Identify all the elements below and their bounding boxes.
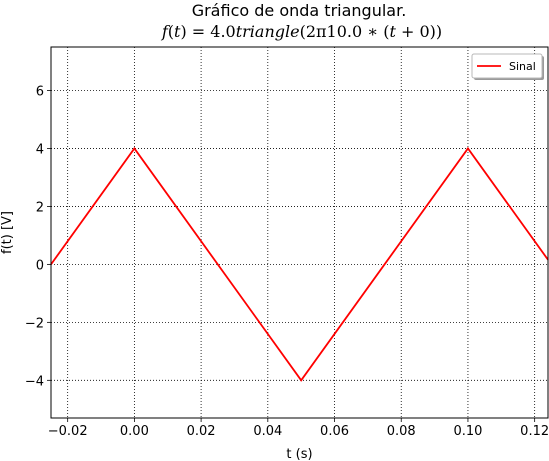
y-tick-label: −4 (25, 374, 44, 389)
subtitle-equals: = 4.0 (191, 22, 236, 41)
grid (51, 47, 548, 418)
y-tick-label: 6 (36, 84, 44, 99)
legend-label: Sinal (509, 60, 536, 73)
y-tick-label: 4 (36, 142, 44, 157)
plot-frame (50, 46, 549, 419)
x-axis-label: t (s) (286, 447, 312, 461)
x-tick-label: 0.12 (520, 424, 549, 439)
subtitle-arg-var: t (389, 22, 396, 41)
x-tick-label: −0.02 (48, 424, 88, 439)
legend-box (471, 53, 543, 79)
chart-title: Gráfico de onda triangular. (191, 1, 407, 20)
x-tick-label: 0.04 (253, 424, 282, 439)
chart-subtitle: f(t) = 4.0triangle(2π10.0 ∗ (t + 0)) (161, 22, 443, 41)
subtitle-arg: (2π10.0 ∗ ( (299, 22, 390, 41)
x-tick-label: 0.02 (187, 424, 216, 439)
y-axis-label: f(t) [V] (0, 211, 15, 254)
subtitle-var: t (174, 22, 181, 41)
subtitle-fn: f (161, 22, 168, 41)
x-tick-label: 0.06 (320, 424, 349, 439)
legend: Sinal (471, 53, 544, 80)
x-tick-label: 0.00 (120, 424, 149, 439)
y-tick-label: 0 (36, 258, 44, 273)
y-tick-label: −2 (25, 316, 44, 331)
subtitle-fname: triangle (235, 22, 300, 41)
series-line-sinal (50, 146, 549, 382)
subtitle-arg-end: + 0)) (395, 22, 443, 41)
y-tick-label: 2 (36, 200, 44, 215)
ticks-layer: −0.02 0.00 0.02 0.04 0.06 0.08 0.10 0.12 −4 −2 0 2 4… (25, 84, 549, 439)
x-tick-label: 0.08 (387, 424, 416, 439)
series-layer (50, 146, 549, 382)
x-tick-label: 0.10 (453, 424, 482, 439)
